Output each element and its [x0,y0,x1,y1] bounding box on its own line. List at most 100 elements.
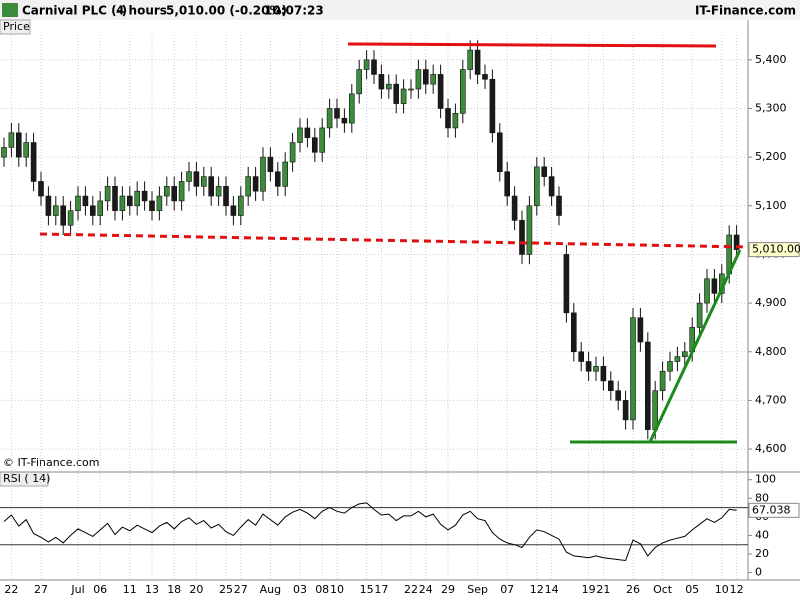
x-tick-label: 27 [234,583,248,596]
y-tick-label: 0 [755,566,762,579]
candle-body [334,108,340,119]
x-tick-label: 03 [293,583,307,596]
y-tick-label: 80 [755,491,769,504]
candle-body [674,356,681,362]
candle-body [297,127,303,143]
price-label-box [0,19,31,35]
candle-body [319,127,326,153]
candle-body [474,49,481,75]
candle-body [393,83,400,104]
x-tick-label: 14 [545,583,559,596]
candle-body [696,302,703,328]
candle-body [570,312,577,353]
candle-body [208,176,214,197]
x-tick-label: 08 [315,583,329,596]
candle-body [422,69,429,85]
candle-body [482,74,488,80]
candle-body [311,137,318,153]
candle-body [52,205,59,216]
candle-body [119,195,126,211]
candle-body [548,176,555,197]
candle-body [178,181,185,202]
candle-body [600,366,607,382]
candle-body [681,351,688,357]
time: 10:07:23 [264,4,324,18]
candle-body [274,171,281,187]
candle-body [289,142,296,163]
candle-body [363,59,370,70]
candle-body [430,74,437,85]
candle-body [1,147,7,158]
candle-body [467,49,474,70]
y-tick-label: 5,300 [755,101,787,114]
x-tick-label: 24 [419,583,433,596]
x-tick-label: 18 [167,583,181,596]
candle-body [156,195,163,211]
candle-body [341,117,348,124]
x-tick-label: 13 [145,583,159,596]
y-tick-label: 100 [755,473,776,486]
candle-body [511,195,518,221]
candle-body [630,317,636,421]
candle-body [90,205,96,216]
x-tick-label: 27 [34,583,48,596]
trend-line [648,249,742,443]
candle-body [38,181,44,197]
price-label: Price [3,20,30,33]
candle-body [578,351,585,362]
candle-body [201,176,207,187]
candle-body [704,278,710,304]
x-tick-label: 20 [189,583,203,596]
candle-body [637,317,644,343]
x-tick-label: 22 [404,583,418,596]
x-tick-label: 21 [596,583,610,596]
candle-body [230,205,237,216]
candle-body [60,205,67,226]
y-tick-label: 4,900 [755,296,787,309]
candle-body [356,69,363,95]
candle-body [659,370,666,391]
candle-body [45,195,52,216]
candle-body [164,186,170,197]
candle-body [223,186,229,207]
candle-body [593,366,599,372]
support-line [39,232,749,249]
candle-body [519,220,525,255]
y-tick-label: 40 [755,528,769,541]
candle-body [193,171,200,187]
y-tick-label: 20 [755,547,769,560]
candle-body [378,74,385,90]
candle-body [533,166,540,207]
candle-body [215,186,222,197]
candle-body [408,88,414,91]
candle-body [75,195,81,211]
logo [2,3,18,17]
candle-body [348,93,355,124]
x-tick-label: 05 [685,583,699,596]
x-tick-label: Sep [467,583,488,596]
x-tick-label: Oct [653,583,673,596]
candle-body [104,186,111,202]
x-tick-label: 11 [123,583,137,596]
candle-body [489,78,496,134]
rsi-label: RSI ( 14) [3,472,50,485]
candle-body [8,132,15,148]
candle-body [622,400,629,421]
resistance-line [347,42,717,48]
candle-body [496,132,503,173]
candle-body [526,205,533,255]
candle-body [385,83,392,90]
x-tick-label: 07 [500,583,514,596]
candle-body [260,156,266,192]
candle-body [556,195,562,216]
x-tick-label: 19 [582,583,596,596]
candle-body [733,234,740,250]
y-tick-label: 4,800 [755,345,787,358]
candle-body [371,59,377,75]
brand: IT-Finance.com [695,4,796,18]
x-tick-label: 10 [715,583,729,596]
y-tick-label: 4,600 [755,442,787,455]
interval: 4 hours [116,4,167,18]
